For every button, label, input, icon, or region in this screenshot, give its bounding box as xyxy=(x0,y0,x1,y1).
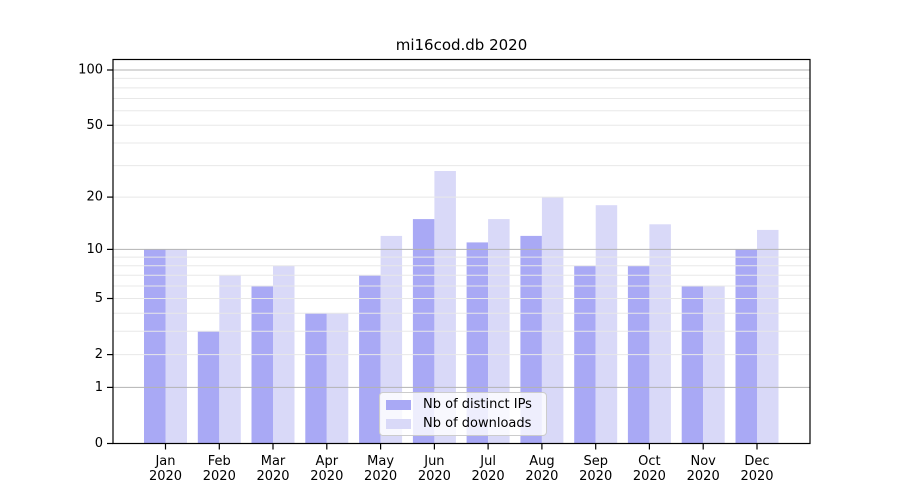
x-tick-label-month-apr: Apr xyxy=(316,454,339,469)
x-tick-label-month-may: May xyxy=(367,454,394,469)
y-tick-label-20: 20 xyxy=(86,190,103,205)
bar-distinct-ips-dec xyxy=(735,249,757,444)
x-tick-label-year-may: 2020 xyxy=(364,469,397,484)
x-tick-label-year-nov: 2020 xyxy=(687,469,720,484)
bar-downloads-aug xyxy=(541,197,564,444)
x-tick-label-year-jun: 2020 xyxy=(418,469,451,484)
y-tick-label-5: 5 xyxy=(95,291,103,306)
legend: Nb of distinct IPs Nb of downloads xyxy=(379,392,547,436)
x-tick-label-year-oct: 2020 xyxy=(633,469,666,484)
x-tick-label-year-jul: 2020 xyxy=(472,469,505,484)
legend-label-distinct-ips: Nb of distinct IPs xyxy=(423,397,532,412)
bar-distinct-ips-aug xyxy=(520,235,542,444)
bar-downloads-nov xyxy=(703,286,725,444)
legend-swatch-downloads xyxy=(386,418,411,429)
x-tick-label-year-mar: 2020 xyxy=(256,469,289,484)
legend-item-downloads: Nb of downloads xyxy=(386,414,540,433)
legend-swatch-distinct-ips xyxy=(386,399,411,410)
y-tick-label-2: 2 xyxy=(95,347,103,362)
plot-frame xyxy=(112,58,811,445)
x-tick-label-month-jan: Jan xyxy=(154,454,175,469)
x-tick-label-year-feb: 2020 xyxy=(203,469,236,484)
x-tick-label-year-aug: 2020 xyxy=(525,469,558,484)
y-tick-label-100: 100 xyxy=(78,63,103,78)
y-tick-label-50: 50 xyxy=(86,118,103,133)
x-tick-label-month-jul: Jul xyxy=(479,454,496,469)
chart-title: mi16cod.db 2020 xyxy=(395,36,528,54)
x-tick-label-year-apr: 2020 xyxy=(310,469,343,484)
bar-downloads-jun xyxy=(434,171,456,444)
x-tick-label-year-dec: 2020 xyxy=(740,469,773,484)
bar-distinct-ips-nov xyxy=(681,286,704,444)
bar-distinct-ips-apr xyxy=(305,313,327,444)
legend-item-distinct-ips: Nb of distinct IPs xyxy=(386,395,540,414)
bar-downloads-jan xyxy=(165,249,187,444)
x-tick-label-month-jun: Jun xyxy=(423,454,444,469)
x-tick-label-month-feb: Feb xyxy=(208,454,231,469)
x-tick-label-year-sep: 2020 xyxy=(579,469,612,484)
x-tick-label-month-mar: Mar xyxy=(261,454,286,469)
bar-downloads-may xyxy=(380,235,403,444)
bar-distinct-ips-jan xyxy=(144,249,166,444)
bar-downloads-feb xyxy=(219,275,241,444)
y-tick-label-10: 10 xyxy=(86,242,103,257)
x-tick-label-month-sep: Sep xyxy=(583,454,608,469)
y-tick-label-0: 0 xyxy=(95,436,103,451)
axis-labels-layer: 0125102050100Jan2020Feb2020Mar2020Apr202… xyxy=(78,63,773,485)
gridlines-layer xyxy=(113,69,810,388)
bar-downloads-apr xyxy=(326,313,349,444)
y-tick-label-1: 1 xyxy=(95,380,103,395)
x-tick-label-year-jan: 2020 xyxy=(149,469,182,484)
bar-distinct-ips-mar xyxy=(251,286,273,444)
bar-distinct-ips-may xyxy=(359,275,381,444)
x-tick-label-month-aug: Aug xyxy=(529,454,554,469)
x-tick-label-month-dec: Dec xyxy=(744,454,769,469)
axes-layer xyxy=(107,58,811,450)
bar-downloads-oct xyxy=(649,224,671,444)
x-tick-label-month-oct: Oct xyxy=(638,454,660,469)
x-tick-label-month-nov: Nov xyxy=(691,454,717,469)
bar-downloads-sep xyxy=(595,205,618,444)
bar-downloads-dec xyxy=(757,229,779,444)
legend-label-downloads: Nb of downloads xyxy=(423,416,532,431)
